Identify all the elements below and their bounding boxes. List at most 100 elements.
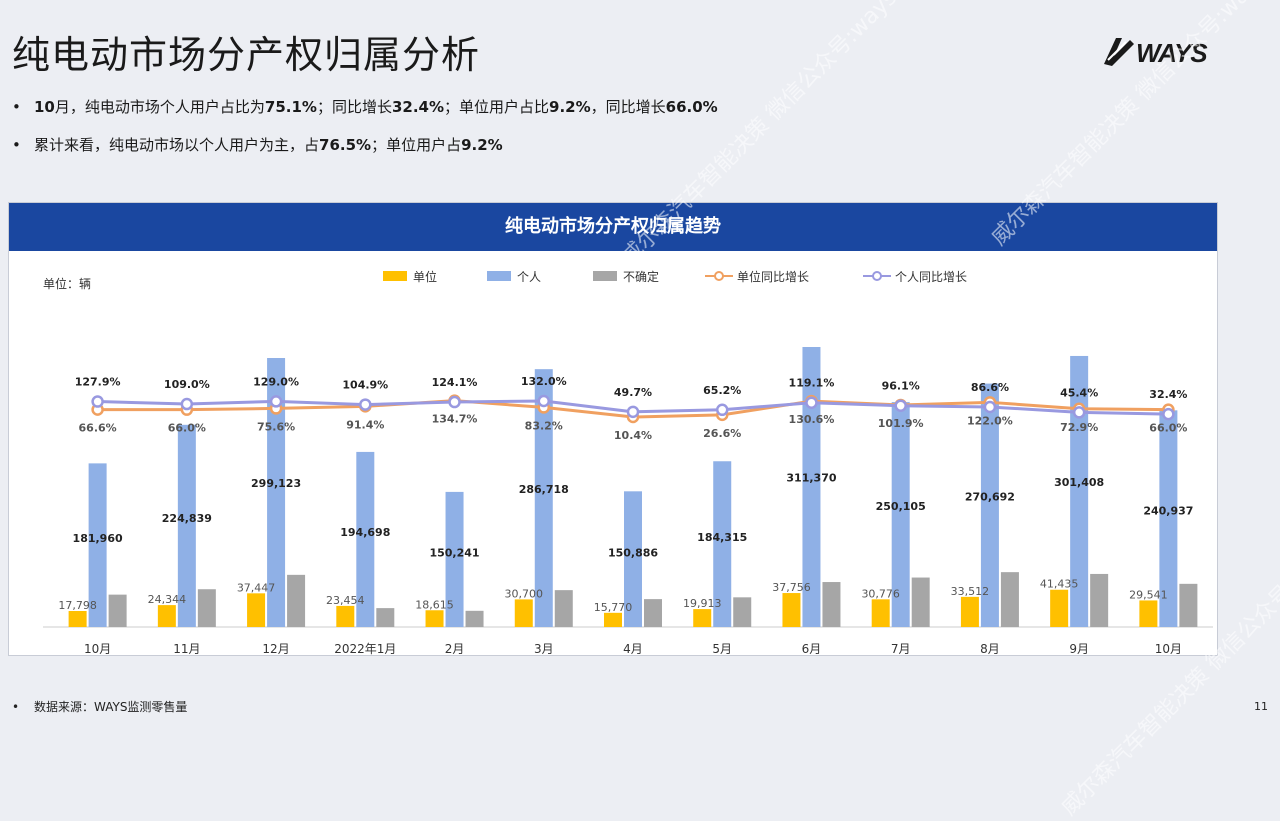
page-title: 纯电动市场分产权归属分析 (12, 33, 481, 77)
bar-personal (1070, 355, 1089, 627)
point-personal-yoy (359, 398, 372, 411)
data-label-unit-yoy: 10.4% (614, 429, 652, 442)
data-label-unit: 37,756 (772, 581, 811, 594)
data-label-personal: 240,937 (1143, 504, 1193, 517)
bar-unit (336, 605, 355, 627)
bar-unit (1139, 600, 1158, 627)
point-personal-yoy (537, 394, 551, 408)
bullet-dot: • (12, 700, 20, 714)
bullet-text: 9.2% (461, 136, 503, 154)
bullet-text: 月，纯电动市场个人用户占比为 (54, 98, 265, 116)
legend-label: 个人同比增长 (895, 270, 967, 284)
bar-uncertain (733, 597, 752, 627)
bullet-text: ；单位用户占 (371, 136, 462, 154)
data-label-personal-yoy: 32.4% (1149, 388, 1187, 401)
point-personal-yoy (180, 397, 194, 411)
x-tick-label: 3月 (534, 642, 554, 655)
point-personal-yoy (715, 403, 729, 417)
legend-swatch (487, 271, 511, 281)
bullet-text: ；单位用户占比 (444, 98, 550, 116)
bar-personal (356, 451, 375, 627)
bar-uncertain (644, 599, 662, 627)
bar-personal (624, 491, 642, 627)
legend-label: 单位同比增长 (737, 269, 809, 284)
bar-unit (693, 609, 712, 627)
x-tick-label: 5月 (712, 642, 732, 655)
footer-text: 数据来源：WAYS监测零售量 (34, 700, 188, 714)
data-label-unit: 30,700 (505, 587, 544, 600)
data-label-unit: 23,454 (326, 594, 365, 607)
data-label-personal: 311,370 (786, 471, 836, 484)
data-label-personal: 181,960 (73, 532, 123, 545)
x-tick-label: 4月 (623, 642, 643, 655)
bar-unit (1050, 589, 1069, 627)
legend-label: 单位 (413, 269, 437, 284)
data-label-unit-yoy: 26.6% (703, 427, 741, 440)
bar-personal (802, 347, 821, 627)
data-label-unit: 18,615 (415, 598, 454, 611)
data-label-personal-yoy: 124.1% (432, 376, 478, 389)
bar-unit (514, 599, 533, 627)
bullet-text: 66.0% (665, 98, 718, 116)
logo-text: WAYS (1136, 38, 1208, 68)
bar-uncertain (197, 589, 216, 627)
bar-unit (604, 612, 622, 627)
page-number: 11 (1254, 700, 1268, 713)
point-personal-yoy (805, 396, 818, 409)
x-tick-label: 12月 (262, 642, 289, 655)
data-label-personal-yoy: 86.6% (971, 381, 1009, 394)
data-source-footer: • 数据来源：WAYS监测零售量 (12, 698, 187, 715)
bar-unit (782, 593, 801, 627)
x-tick-label: 7月 (891, 642, 911, 655)
point-personal-yoy (1162, 407, 1175, 421)
data-label-unit-yoy: 66.0% (1149, 422, 1187, 435)
data-label-personal-yoy: 104.9% (342, 379, 388, 392)
data-label-personal: 250,105 (876, 500, 926, 513)
data-label-unit: 19,913 (683, 597, 722, 610)
bullet-text: 76.5% (319, 136, 372, 154)
bar-personal (980, 383, 999, 627)
bullet-text: ，同比增长 (590, 98, 666, 116)
data-label-personal: 224,839 (162, 512, 212, 525)
bar-unit (247, 593, 266, 627)
data-label-personal: 184,315 (697, 531, 747, 544)
data-label-personal: 150,886 (608, 546, 658, 559)
bar-uncertain (822, 582, 841, 627)
data-label-unit: 33,512 (951, 585, 990, 598)
x-tick-label: 2022年1月 (334, 642, 396, 655)
data-label-personal-yoy: 127.9% (75, 376, 121, 389)
bullet-1: • 10月，纯电动市场个人用户占比为75.1%；同比增长32.4%；单位用户占比9… (12, 96, 718, 117)
point-personal-yoy (269, 395, 283, 408)
bar-personal (445, 491, 464, 627)
x-tick-label: 2月 (445, 642, 465, 655)
point-personal-yoy (448, 395, 461, 409)
point-personal-yoy (91, 395, 104, 408)
bullet-2: • 累计来看，纯电动市场以个人用户为主，占76.5%；单位用户占9.2% (12, 134, 503, 155)
legend-swatch (593, 271, 617, 281)
bar-unit (68, 610, 87, 627)
data-label-unit-yoy: 66.6% (79, 422, 117, 435)
data-label-personal-yoy: 45.4% (1060, 386, 1098, 399)
data-label-unit: 17,798 (58, 599, 97, 612)
data-label-unit-yoy: 66.0% (168, 422, 206, 435)
data-label-unit-yoy: 83.2% (525, 419, 563, 432)
legend-marker (872, 271, 882, 281)
bar-unit (871, 599, 890, 627)
data-label-unit-yoy: 91.4% (346, 418, 384, 431)
x-tick-label: 8月 (980, 642, 1000, 655)
bar-personal (88, 463, 107, 627)
bar-personal (891, 402, 910, 627)
data-label-unit: 29,541 (1129, 588, 1168, 601)
bar-personal (713, 461, 732, 627)
bar-personal (177, 424, 196, 627)
data-label-personal-yoy: 96.1% (882, 380, 920, 393)
data-label-personal: 150,241 (429, 547, 479, 560)
bullet-text: 75.1% (264, 98, 317, 116)
bar-unit (960, 596, 979, 627)
data-label-unit-yoy: 122.0% (967, 414, 1013, 427)
bar-uncertain (465, 610, 484, 627)
x-tick-label: 10月 (84, 642, 111, 655)
data-label-unit: 30,776 (861, 587, 900, 600)
bar-uncertain (108, 594, 127, 627)
x-tick-label: 11月 (173, 642, 200, 655)
